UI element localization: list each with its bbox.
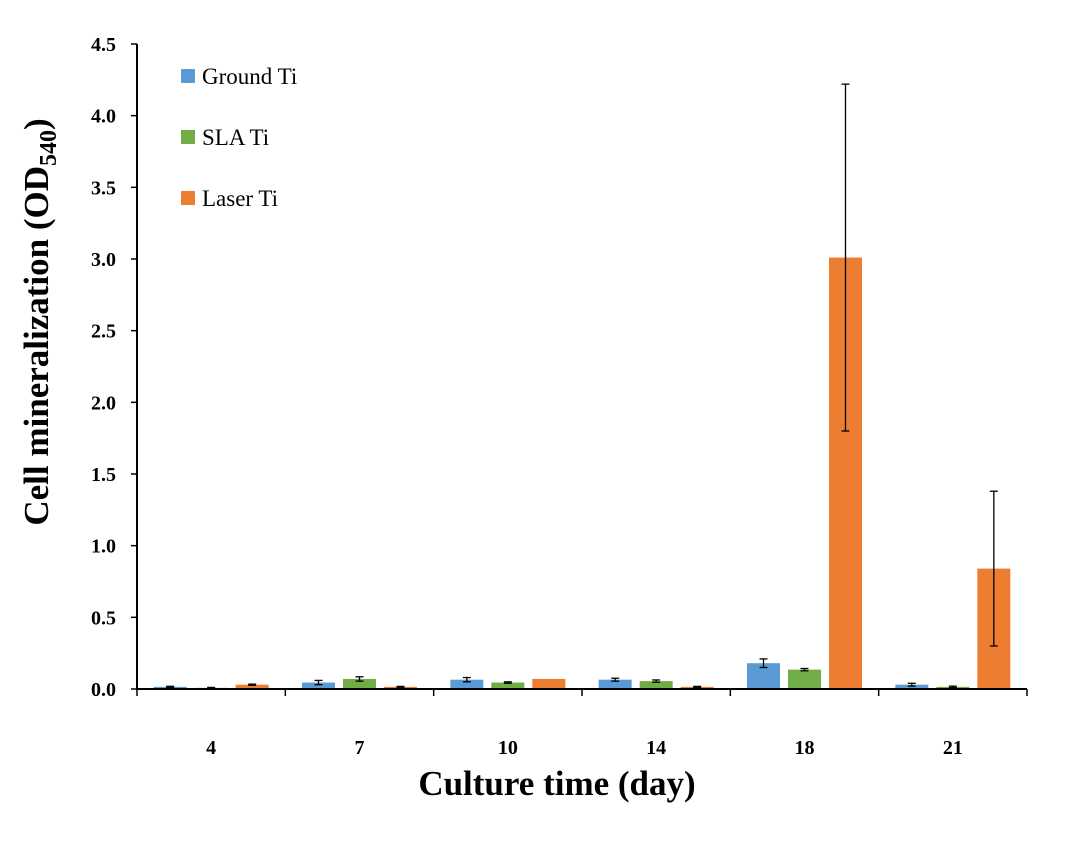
error-bar xyxy=(800,667,809,672)
y-tick-label: 3.5 xyxy=(91,177,116,199)
x-tick-label: 18 xyxy=(795,737,815,759)
y-tick-label: 4.5 xyxy=(91,34,116,56)
error-bar xyxy=(248,683,257,686)
bar-ground-ti-day-21 xyxy=(895,684,929,689)
bars-layer xyxy=(153,257,1011,689)
y-tick-label: 4.0 xyxy=(91,106,116,128)
bar-sla-ti-day-18 xyxy=(788,669,821,689)
error-bar xyxy=(989,490,998,647)
y-tick-label: 1.0 xyxy=(91,536,116,558)
bar-sla-ti-day-7 xyxy=(343,678,376,689)
legend-swatch xyxy=(181,130,195,144)
bar-ground-ti-day-10 xyxy=(450,679,484,689)
x-tick-label: 7 xyxy=(355,737,365,759)
legend-swatch xyxy=(181,191,195,205)
legend-swatch xyxy=(181,69,195,83)
y-axis-title-main: Cell mineralization (OD xyxy=(17,166,56,526)
error-bar xyxy=(948,685,957,689)
x-tick-label: 4 xyxy=(206,737,216,759)
legend-label: Laser Ti xyxy=(202,186,278,211)
bar-ground-ti-day-7 xyxy=(302,682,335,689)
error-bar xyxy=(166,685,175,689)
legend-label: Ground Ti xyxy=(202,64,297,89)
error-bar xyxy=(462,676,471,683)
error-bar xyxy=(841,83,850,432)
error-bar xyxy=(355,676,364,682)
x-tick-label: 14 xyxy=(646,737,666,759)
error-bar xyxy=(759,658,768,669)
y-tick-label: 2.0 xyxy=(91,392,116,414)
legend: Ground Ti SLA Ti Laser Ti xyxy=(181,64,297,211)
bar-laser-ti-day-4 xyxy=(235,684,269,689)
y-axis-title: Cell mineralization (OD540) xyxy=(17,118,62,525)
error-bar xyxy=(611,677,620,682)
error-bar xyxy=(503,681,512,684)
error-bar xyxy=(652,679,661,683)
y-tick-label: 0.0 xyxy=(91,679,116,701)
bar-laser-ti-day-10 xyxy=(532,678,566,689)
error-bars-layer xyxy=(166,83,998,689)
error-bar xyxy=(907,682,916,687)
y-tick-label: 3.0 xyxy=(91,249,116,271)
error-bar xyxy=(314,679,323,686)
y-axis-title-subscript: 540 xyxy=(36,130,62,166)
axes: 0.0 0.5 1.0 1.5 2.0 2.5 3.0 3.5 4.0 4.5 4 7 10 14 18 21 xyxy=(91,34,1028,759)
legend-label: SLA Ti xyxy=(202,125,269,150)
error-bar xyxy=(693,685,702,688)
bar-sla-ti-day-10 xyxy=(491,682,525,689)
x-axis-title: Culture time (day) xyxy=(418,764,695,803)
x-tick-label: 10 xyxy=(498,737,518,759)
y-tick-label: 1.5 xyxy=(91,464,116,486)
x-tick-label: 21 xyxy=(943,737,963,759)
bar-ground-ti-day-14 xyxy=(598,679,632,689)
error-bar xyxy=(396,685,405,688)
bar-sla-ti-day-14 xyxy=(639,681,673,689)
y-tick-label: 2.5 xyxy=(91,321,116,343)
y-axis-title-suffix: ) xyxy=(17,118,56,130)
y-tick-label: 0.5 xyxy=(91,607,116,629)
